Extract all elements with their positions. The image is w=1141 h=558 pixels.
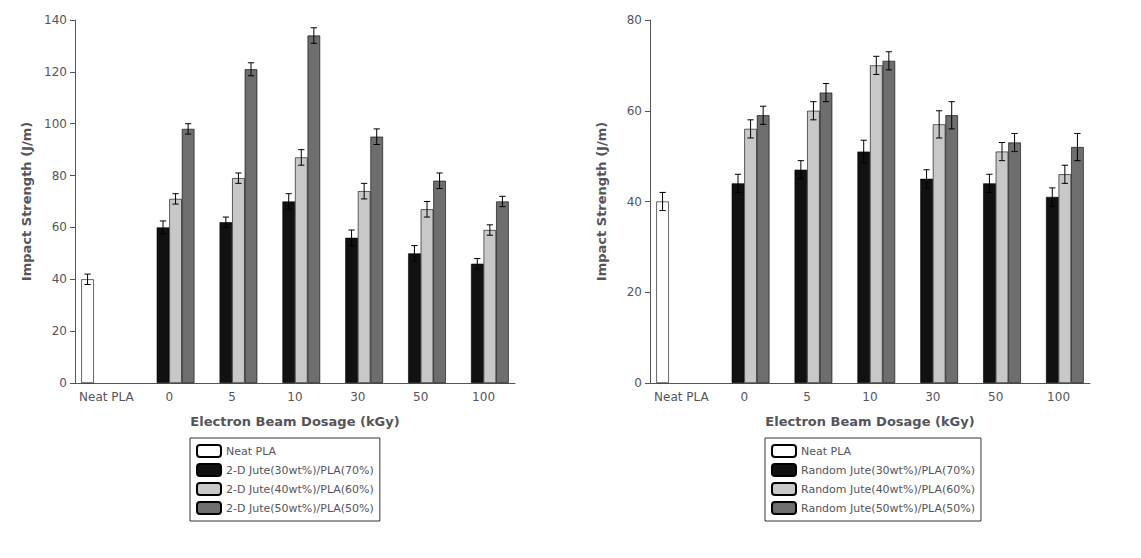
svg-text:Electron Beam Dosage (kGy): Electron Beam Dosage (kGy) xyxy=(765,414,974,429)
svg-text:30: 30 xyxy=(350,390,365,404)
svg-text:100: 100 xyxy=(1047,390,1070,404)
svg-text:50: 50 xyxy=(413,390,428,404)
svg-text:30: 30 xyxy=(925,390,940,404)
svg-text:80: 80 xyxy=(627,13,642,27)
svg-text:Random Jute(50wt%)/PLA(50%): Random Jute(50wt%)/PLA(50%) xyxy=(801,502,975,515)
svg-text:0: 0 xyxy=(59,376,67,390)
svg-text:100: 100 xyxy=(44,117,67,131)
svg-text:60: 60 xyxy=(627,104,642,118)
svg-text:Neat PLA: Neat PLA xyxy=(654,390,709,404)
svg-text:60: 60 xyxy=(52,220,67,234)
svg-text:120: 120 xyxy=(44,65,67,79)
svg-text:2-D Jute(50wt%)/PLA(50%): 2-D Jute(50wt%)/PLA(50%) xyxy=(226,502,374,515)
svg-text:20: 20 xyxy=(627,285,642,299)
svg-text:Electron Beam Dosage (kGy): Electron Beam Dosage (kGy) xyxy=(190,414,399,429)
svg-text:10: 10 xyxy=(287,390,302,404)
svg-text:100: 100 xyxy=(472,390,495,404)
svg-text:Impact Strength (J/m): Impact Strength (J/m) xyxy=(19,122,34,281)
svg-text:40: 40 xyxy=(627,195,642,209)
svg-text:0: 0 xyxy=(634,376,642,390)
svg-text:80: 80 xyxy=(52,169,67,183)
svg-text:2-D Jute(30wt%)/PLA(70%): 2-D Jute(30wt%)/PLA(70%) xyxy=(226,464,374,477)
svg-text:5: 5 xyxy=(803,390,811,404)
svg-text:20: 20 xyxy=(52,324,67,338)
svg-text:Neat PLA: Neat PLA xyxy=(226,445,277,458)
svg-text:2-D Jute(40wt%)/PLA(60%): 2-D Jute(40wt%)/PLA(60%) xyxy=(226,483,374,496)
svg-text:Neat PLA: Neat PLA xyxy=(79,390,134,404)
svg-text:0: 0 xyxy=(740,390,748,404)
svg-text:5: 5 xyxy=(228,390,236,404)
svg-text:140: 140 xyxy=(44,13,67,27)
svg-text:0: 0 xyxy=(165,390,173,404)
svg-text:Random Jute(40wt%)/PLA(60%): Random Jute(40wt%)/PLA(60%) xyxy=(801,483,975,496)
svg-text:10: 10 xyxy=(862,390,877,404)
svg-text:40: 40 xyxy=(52,272,67,286)
svg-text:Impact Strength (J/m): Impact Strength (J/m) xyxy=(594,122,609,281)
svg-text:Neat PLA: Neat PLA xyxy=(801,445,852,458)
svg-text:Random Jute(30wt%)/PLA(70%): Random Jute(30wt%)/PLA(70%) xyxy=(801,464,975,477)
svg-text:50: 50 xyxy=(988,390,1003,404)
